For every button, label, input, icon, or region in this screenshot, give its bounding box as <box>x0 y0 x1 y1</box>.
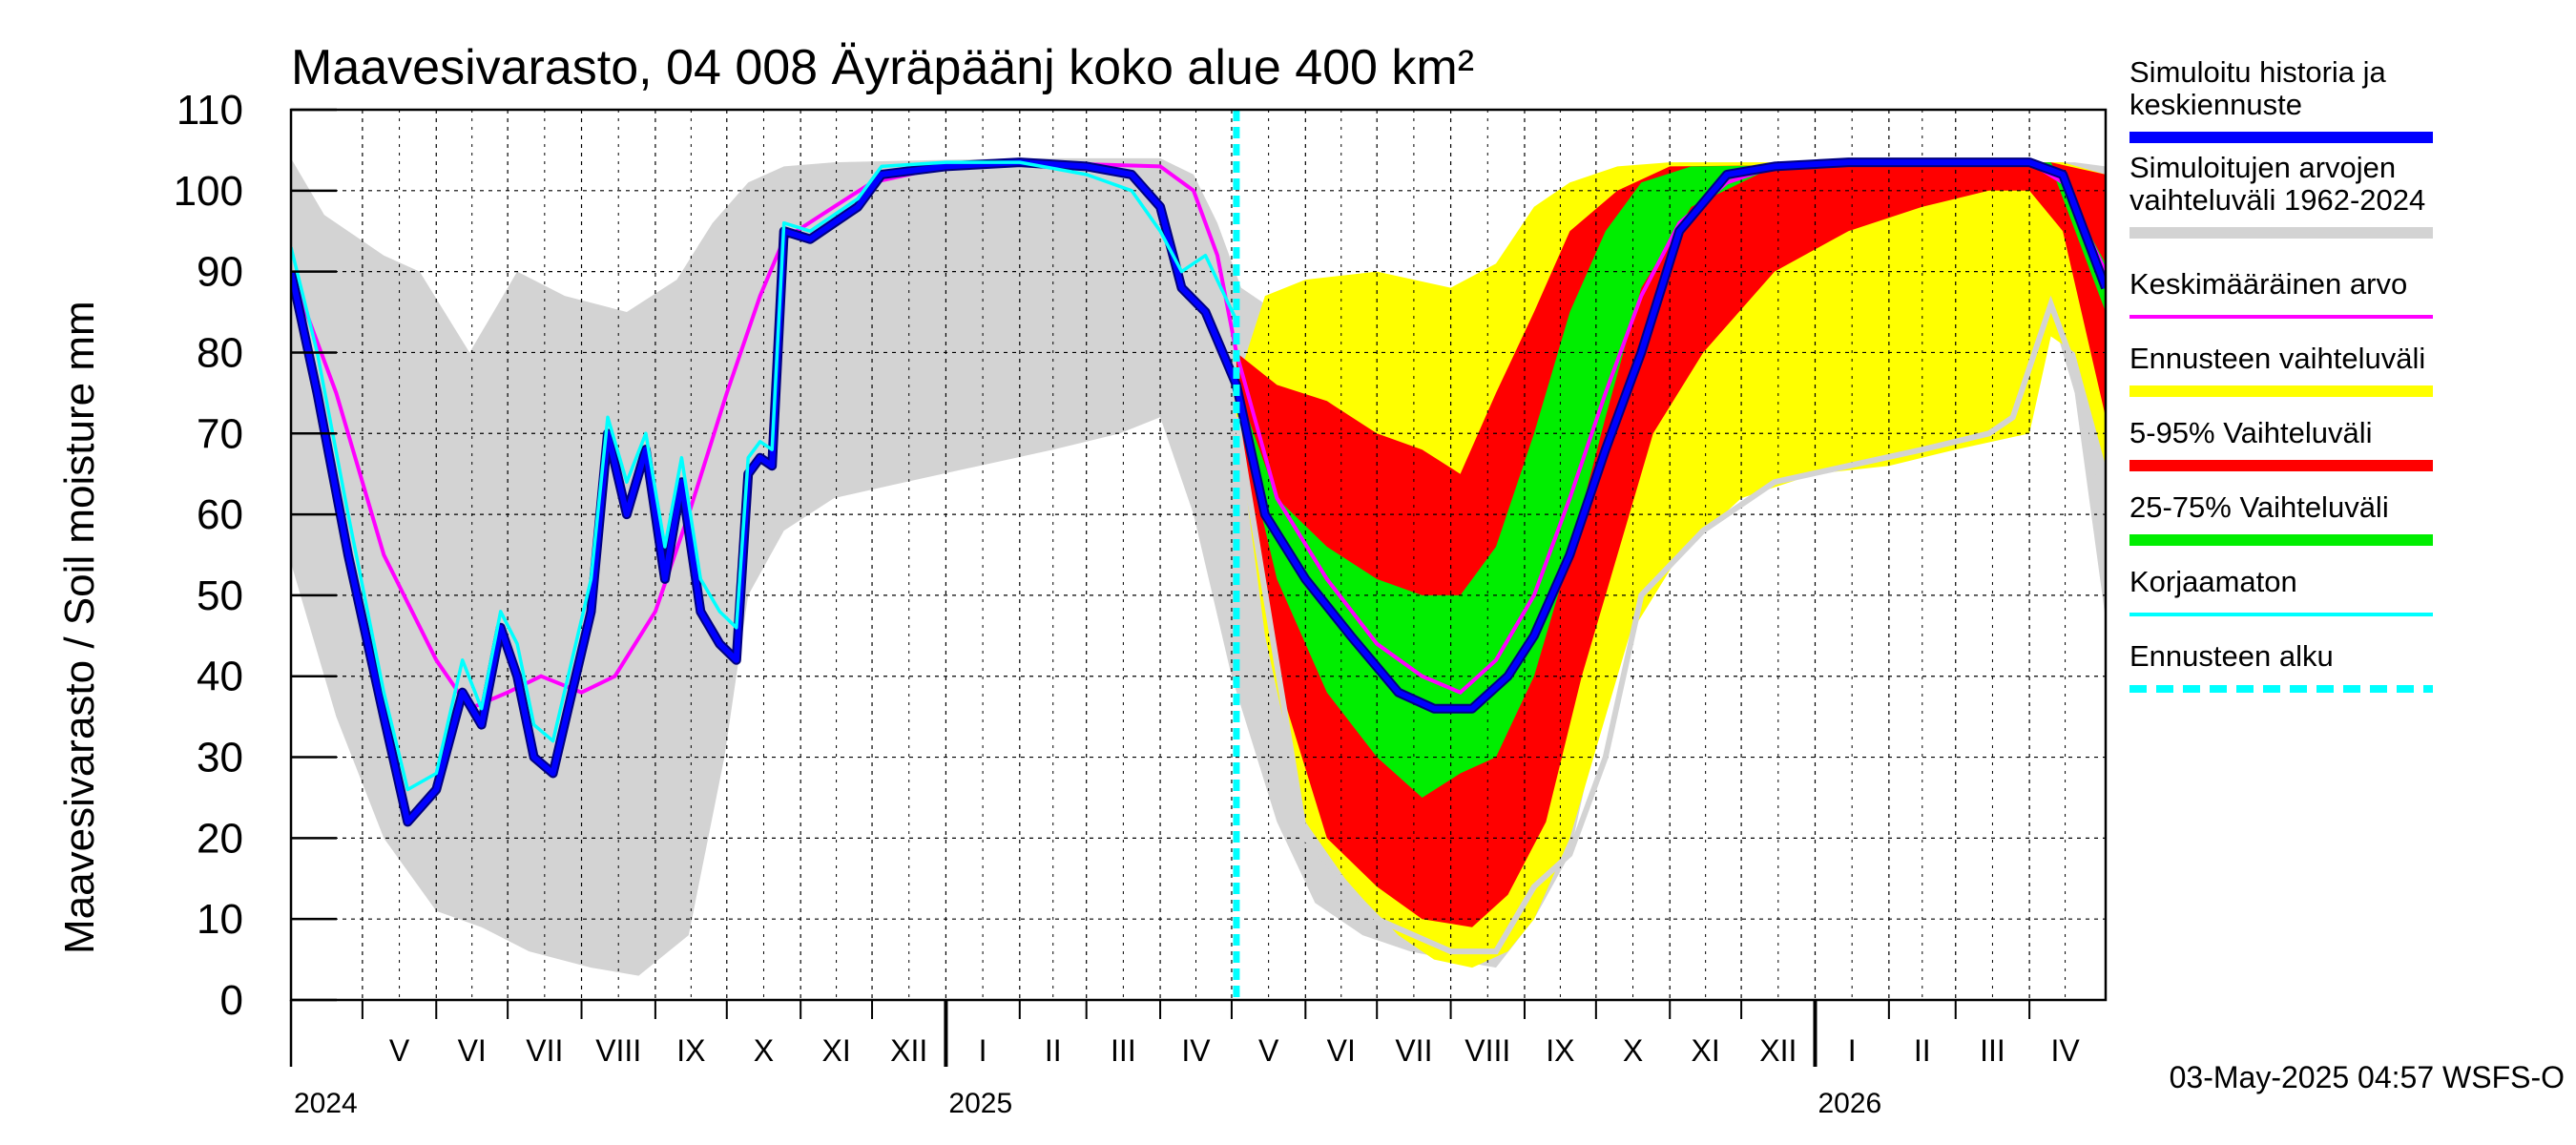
x-month-label: V <box>389 1033 410 1068</box>
mean-line <box>291 160 2106 712</box>
x-month-label: X <box>1623 1033 1643 1068</box>
plot-border <box>289 108 2108 1002</box>
x-month-label: I <box>979 1033 987 1068</box>
legend-item: 25-75% Vaihteluväli <box>2129 490 2433 546</box>
x-month-label: III <box>1980 1033 2005 1068</box>
x-month-label: X <box>754 1033 774 1068</box>
y-tick-label: 0 <box>220 977 243 1024</box>
x-month-label: IX <box>1546 1033 1574 1068</box>
x-month-label: IX <box>676 1033 705 1068</box>
legend-label: Simuloitu historia ja keskiennuste <box>2129 55 2387 121</box>
x-month-label: II <box>1914 1033 1931 1068</box>
x-month-label: VIII <box>1465 1033 1510 1068</box>
legend-item: Ennusteen vaihteluväli <box>2129 342 2433 397</box>
y-tick-label: 90 <box>197 249 243 296</box>
x-month-label: II <box>1045 1033 1062 1068</box>
x-month-label: XII <box>890 1033 927 1068</box>
history-lower-edge-line <box>1233 295 2106 955</box>
legend-label: Ennusteen vaihteluväli <box>2129 342 2425 375</box>
x-month-label: VI <box>1327 1033 1356 1068</box>
x-month-label: XI <box>1692 1033 1720 1068</box>
x-year-label: 2026 <box>1818 1088 1881 1119</box>
y-axis-label: Maavesivarasto / Soil moisture mm <box>56 301 103 954</box>
y-tick-label: 70 <box>197 410 243 457</box>
x-axis: V VI VII VIII IX X XI XII I II III IV V VI VII VIII IX X X… <box>289 1000 2080 1119</box>
legend-item: Ennusteen alku <box>2129 639 2433 693</box>
x-month-label: VIII <box>595 1033 641 1068</box>
legend-label: Ennusteen alku <box>2129 639 2334 673</box>
uncorrected-line <box>291 160 1238 792</box>
legend-item: Simuloitujen arvojen vaihteluväli 1962-20… <box>2129 151 2433 239</box>
legend-item: 5-95% Vaihteluväli <box>2129 416 2433 471</box>
x-month-label: III <box>1111 1033 1136 1068</box>
legend-item: Korjaamaton <box>2129 565 2433 616</box>
y-tick-label: 50 <box>197 572 243 619</box>
x-month-label: VII <box>526 1033 563 1068</box>
y-tick-label: 110 <box>177 87 243 134</box>
chart-title: Maavesivarasto, 04 008 Äyräpäänj koko al… <box>291 40 1474 95</box>
legend-item: Simuloitu historia ja keskiennuste <box>2129 55 2433 143</box>
y-axis: 0 10 20 30 40 50 60 70 80 90 100 110 <box>174 87 337 1024</box>
legend-label: 5-95% Vaihteluväli <box>2129 416 2372 449</box>
y-tick-label: 20 <box>197 815 243 862</box>
y-tick-label: 30 <box>197 735 243 781</box>
legend-label: Korjaamaton <box>2129 565 2297 598</box>
y-tick-label: 60 <box>197 491 243 538</box>
x-month-label: V <box>1258 1033 1279 1068</box>
x-month-label: VII <box>1395 1033 1432 1068</box>
history-line <box>291 159 2106 825</box>
x-month-label: IV <box>1181 1033 1211 1068</box>
y-tick-label: 40 <box>197 654 243 700</box>
x-month-label: XI <box>821 1033 850 1068</box>
x-year-label: 2024 <box>294 1088 358 1119</box>
legend-label: 25-75% Vaihteluväli <box>2129 490 2389 524</box>
band-25-75 <box>1236 162 2106 799</box>
legend-label: Keskimääräinen arvo <box>2129 267 2407 301</box>
legend-label: Simuloitujen arvojen vaihteluväli 1962-20… <box>2129 151 2425 217</box>
legend-item: Keskimääräinen arvo <box>2129 267 2433 319</box>
legend: Simuloitu historia ja keskiennuste Simuloi… <box>2129 55 2433 693</box>
x-month-label: XII <box>1759 1033 1797 1068</box>
y-tick-label: 10 <box>197 896 243 943</box>
y-tick-label: 100 <box>174 168 243 215</box>
x-month-label: IV <box>2050 1033 2080 1068</box>
y-tick-label: 80 <box>197 329 243 376</box>
lines-layer <box>291 110 2106 1000</box>
footer-timestamp: 03-May-2025 04:57 WSFS-O <box>2170 1060 2565 1094</box>
plot-frame <box>289 108 2108 1002</box>
x-month-label: I <box>1848 1033 1857 1068</box>
x-year-label: 2025 <box>948 1088 1012 1119</box>
x-month-label: VI <box>458 1033 487 1068</box>
